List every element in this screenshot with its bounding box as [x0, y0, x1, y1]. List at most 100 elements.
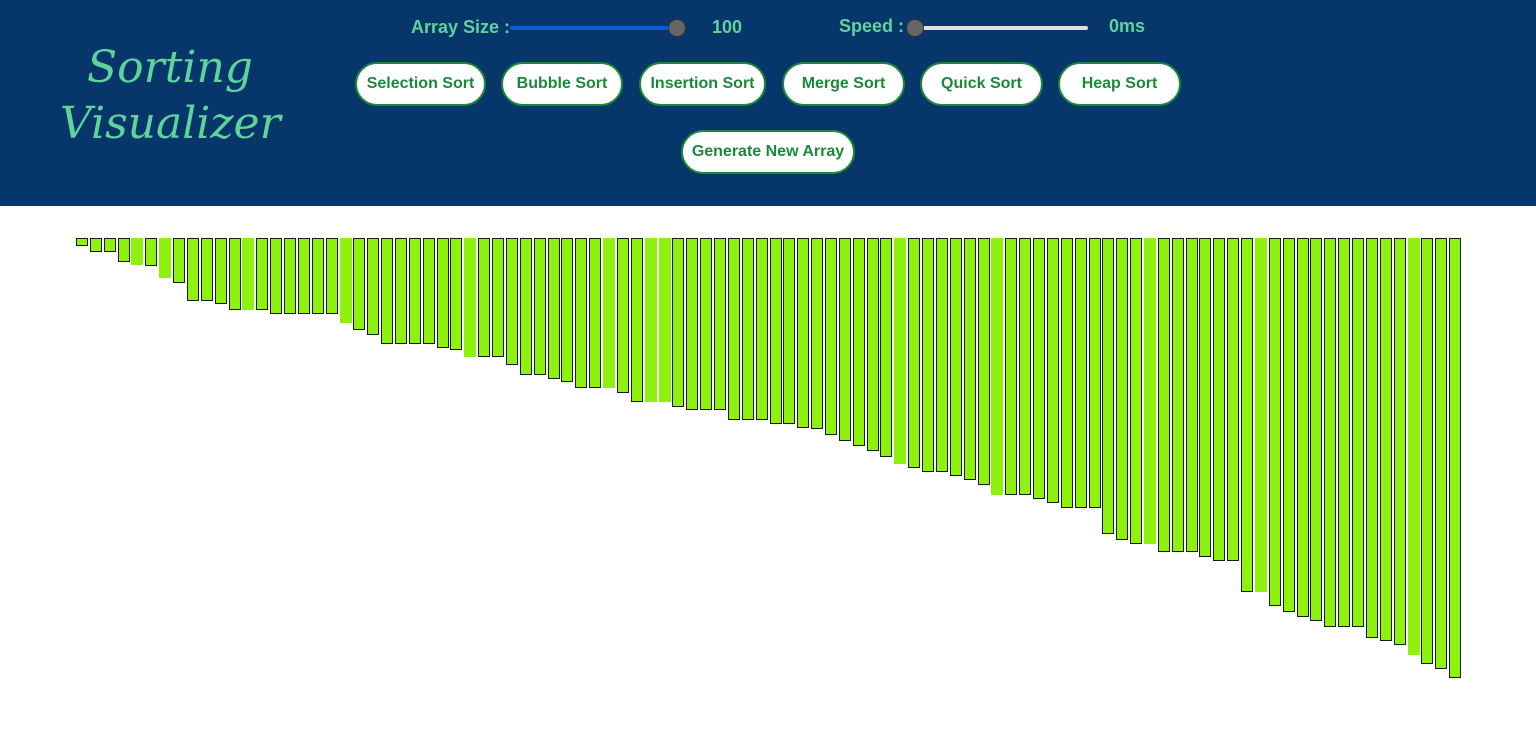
array-bar	[797, 238, 810, 428]
array-bar	[852, 238, 865, 446]
array-bar	[1379, 238, 1392, 641]
speed-label: Speed :	[839, 16, 905, 36]
array-bar	[367, 238, 380, 335]
array-bar	[630, 238, 643, 402]
array-bar	[436, 238, 449, 348]
array-bar	[589, 238, 602, 388]
array-bar	[1421, 238, 1434, 664]
array-bar	[214, 238, 227, 304]
array-bar	[1227, 238, 1240, 561]
array-bar	[381, 238, 394, 344]
insertion-sort-button[interactable]: Insertion Sort	[639, 62, 766, 106]
array-bar	[1088, 238, 1101, 508]
array-bar	[672, 238, 685, 407]
array-bar	[1435, 238, 1448, 669]
array-bar	[922, 238, 935, 472]
array-bar	[103, 238, 116, 252]
array-size-slider-thumb[interactable]	[668, 19, 686, 37]
selection-sort-button[interactable]: Selection Sort	[355, 62, 486, 106]
array-bar	[256, 238, 269, 310]
array-bar	[270, 238, 283, 314]
array-bar	[1185, 238, 1198, 552]
array-bar	[131, 238, 144, 265]
array-size-track-fill	[510, 26, 677, 30]
array-bar	[145, 238, 158, 266]
array-bar	[1171, 238, 1184, 552]
array-bar	[644, 238, 657, 402]
array-bar	[1157, 238, 1170, 552]
array-bar	[1449, 238, 1462, 678]
array-bar	[450, 238, 463, 350]
generate-new-array-button[interactable]: Generate New Array	[681, 130, 855, 174]
array-bar	[949, 238, 962, 476]
array-bar	[769, 238, 782, 424]
array-bar	[242, 238, 255, 310]
array-bar	[866, 238, 879, 451]
array-bar	[714, 238, 727, 410]
array-bar	[76, 238, 88, 246]
array-bar	[505, 238, 518, 365]
array-bar	[519, 238, 532, 375]
array-bar	[1199, 238, 1212, 557]
array-size-value: 100	[712, 17, 743, 37]
array-bar	[1310, 238, 1323, 621]
array-bar	[700, 238, 713, 410]
array-bar	[325, 238, 338, 314]
array-bar	[561, 238, 574, 382]
array-bar	[811, 238, 824, 429]
array-bar	[755, 238, 768, 420]
array-bar	[200, 238, 213, 301]
array-bar	[1352, 238, 1365, 627]
array-bar	[186, 238, 199, 301]
array-bar	[977, 238, 990, 485]
array-bar	[117, 238, 130, 262]
array-bar	[1393, 238, 1406, 645]
array-bar	[89, 238, 102, 252]
array-bar	[1019, 238, 1032, 495]
speed-slider-thumb[interactable]	[906, 19, 924, 37]
array-bar	[935, 238, 948, 472]
array-bar	[408, 238, 421, 344]
array-size-label: Array Size :	[411, 17, 511, 37]
array-bar	[908, 238, 921, 468]
array-bar	[1254, 238, 1267, 592]
array-bar	[1130, 238, 1143, 544]
bubble-sort-button[interactable]: Bubble Sort	[501, 62, 623, 106]
array-bar	[741, 238, 754, 420]
array-bar	[575, 238, 588, 388]
array-bar	[159, 238, 172, 278]
array-bar	[1338, 238, 1351, 627]
array-size-slider[interactable]	[510, 18, 686, 38]
speed-slider[interactable]	[906, 18, 1088, 38]
array-bar	[727, 238, 740, 420]
logo-line-2: Visualizer	[60, 98, 281, 149]
array-bar	[1005, 238, 1018, 495]
array-bar	[1282, 238, 1295, 612]
array-bar	[603, 238, 616, 388]
array-bar	[991, 238, 1004, 495]
speed-track	[915, 26, 1088, 30]
array-bar	[1296, 238, 1309, 617]
array-bar	[838, 238, 851, 441]
array-bar	[533, 238, 546, 375]
array-bar	[492, 238, 505, 357]
app-logo: Sorting Visualizer	[60, 40, 281, 152]
quick-sort-button[interactable]: Quick Sort	[920, 62, 1043, 106]
array-bar	[353, 238, 366, 330]
array-bar	[284, 238, 297, 314]
array-bar	[1407, 238, 1420, 655]
array-bar	[339, 238, 352, 323]
array-bar	[1365, 238, 1378, 638]
heap-sort-button[interactable]: Heap Sort	[1058, 62, 1181, 106]
array-bar	[422, 238, 435, 344]
array-bar	[547, 238, 560, 379]
array-bar	[1324, 238, 1337, 627]
bar-chart-area	[0, 206, 1536, 739]
speed-value: 0ms	[1109, 16, 1146, 36]
header-bar: Sorting Visualizer Array Size : 100 Spee…	[0, 0, 1536, 206]
array-bar	[464, 238, 477, 357]
array-bar	[658, 238, 671, 402]
logo-line-1: Sorting	[87, 42, 253, 93]
merge-sort-button[interactable]: Merge Sort	[782, 62, 905, 106]
array-bar	[1074, 238, 1087, 508]
